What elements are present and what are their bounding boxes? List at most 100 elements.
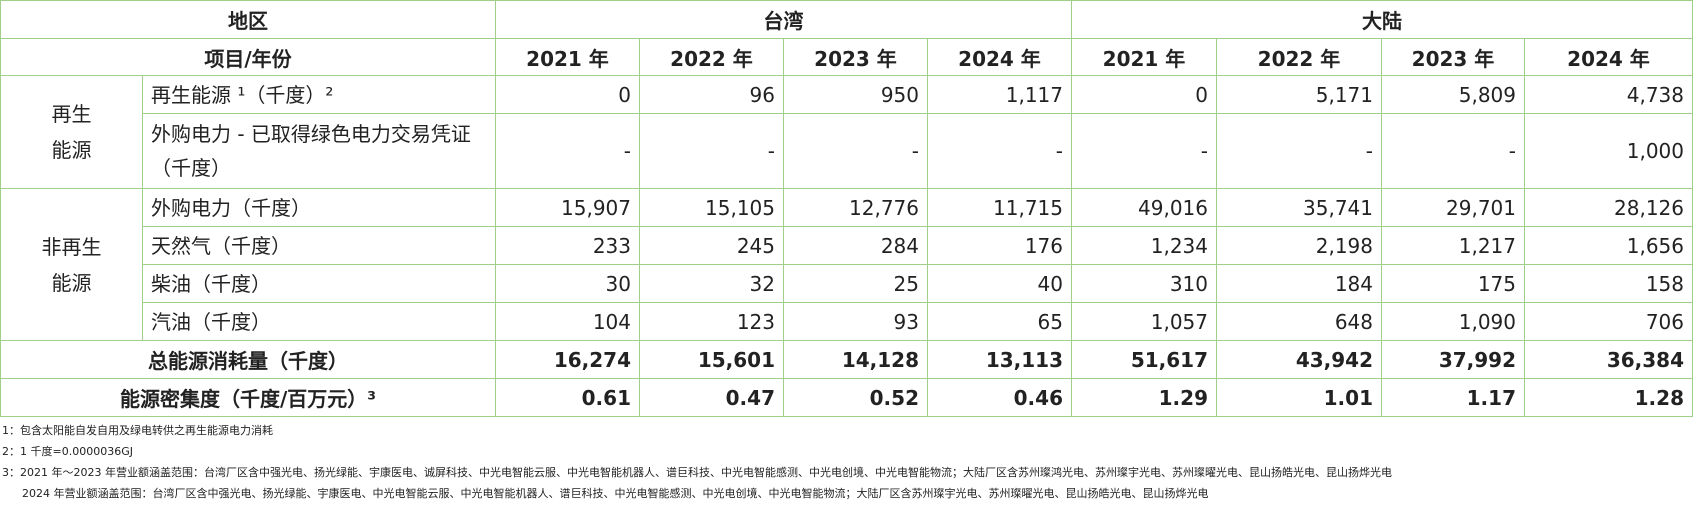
table-cell: 104: [495, 302, 640, 341]
table-cell: -: [1381, 113, 1525, 189]
year-header: 2024 年: [927, 38, 1072, 76]
category-nonrenewable: 非再生 能源: [0, 188, 143, 341]
table-cell: 284: [783, 226, 928, 265]
table-cell: 0: [495, 75, 640, 114]
table-cell: 175: [1381, 264, 1525, 303]
row-label: 能源密集度（千度/百万元）³: [0, 378, 496, 417]
table-cell: 1,656: [1524, 226, 1693, 265]
table-row: 非再生 能源 外购电力（千度） 15,907 15,105 12,776 11,…: [0, 188, 1693, 341]
table-cell: 1,090: [1381, 302, 1525, 341]
taiwan-header: 台湾: [495, 0, 1072, 39]
footnote: 1：包含太阳能自发自用及绿电转供之再生能源电力消耗: [2, 424, 273, 437]
item-year-header: 项目/年份: [0, 38, 496, 76]
table-row: 再生 能源 再生能源 ¹（千度）² 0 96 950 1,117 0 5,171…: [0, 75, 1693, 189]
intensity-row: 能源密集度（千度/百万元）³ 0.61 0.47 0.52 0.46 1.29 …: [0, 378, 1693, 417]
total-row: 总能源消耗量（千度） 16,274 15,601 14,128 13,113 5…: [0, 340, 1693, 379]
row-label: 汽油（千度）: [142, 302, 496, 341]
year-header: 2023 年: [1381, 38, 1525, 76]
mainland-header: 大陆: [1071, 0, 1693, 39]
table-cell: 1.01: [1216, 378, 1382, 417]
table-cell: 184: [1216, 264, 1382, 303]
table-row: 汽油（千度） 104 123 93 65 1,057 648 1,090 706: [1, 302, 1693, 341]
table-cell: 1.17: [1381, 378, 1525, 417]
region-header: 地区: [0, 0, 496, 39]
year-header: 2022 年: [1216, 38, 1382, 76]
table-cell: 32: [639, 264, 784, 303]
table-cell: -: [639, 113, 784, 189]
table-cell: 49,016: [1071, 188, 1217, 227]
table-cell: 0.52: [783, 378, 928, 417]
year-header: 2022 年: [639, 38, 784, 76]
table-cell: 12,776: [783, 188, 928, 227]
header-row-regions: 地区 台湾 大陆: [0, 0, 1693, 39]
table-cell: 37,992: [1381, 340, 1525, 379]
table-cell: 233: [495, 226, 640, 265]
table-cell: -: [1071, 113, 1217, 189]
year-header: 2024 年: [1524, 38, 1693, 76]
table-cell: 1,117: [927, 75, 1072, 114]
table-cell: 4,738: [1524, 75, 1693, 114]
table-cell: 5,171: [1216, 75, 1382, 114]
table-row: 柴油（千度） 30 32 25 40 310 184 175 158: [1, 264, 1693, 303]
table-cell: 1,000: [1524, 113, 1693, 189]
table-cell: 245: [639, 226, 784, 265]
table-cell: 14,128: [783, 340, 928, 379]
year-header: 2023 年: [783, 38, 928, 76]
table-cell: 16,274: [495, 340, 640, 379]
table-cell: 1.28: [1524, 378, 1693, 417]
table-cell: 158: [1524, 264, 1693, 303]
table-cell: 51,617: [1071, 340, 1217, 379]
energy-consumption-table: 地区 台湾 大陆 项目/年份 2021 年 2022 年 2023 年 2024…: [0, 0, 1693, 417]
table-cell: 706: [1524, 302, 1693, 341]
table-cell: 13,113: [927, 340, 1072, 379]
row-label: 外购电力（千度）: [142, 188, 496, 227]
table-cell: 28,126: [1524, 188, 1693, 227]
header-row-years: 项目/年份 2021 年 2022 年 2023 年 2024 年 2021 年…: [0, 38, 1693, 76]
table-cell: 36,384: [1524, 340, 1693, 379]
table-cell: 1.29: [1071, 378, 1217, 417]
footnote: 3：2021 年～2023 年营业额涵盖范围：台湾厂区含中强光电、扬光绿能、宇康…: [2, 466, 1392, 479]
table-cell: 950: [783, 75, 928, 114]
table-cell: 40: [927, 264, 1072, 303]
table-cell: -: [495, 113, 640, 189]
table-cell: 35,741: [1216, 188, 1382, 227]
footnotes: 1：包含太阳能自发自用及绿电转供之再生能源电力消耗 2：1 千度=0.00000…: [2, 420, 1392, 504]
table-cell: 29,701: [1381, 188, 1525, 227]
table-cell: 15,105: [639, 188, 784, 227]
table-cell: 310: [1071, 264, 1217, 303]
table-cell: 30: [495, 264, 640, 303]
footnote: 2：1 千度=0.0000036GJ: [2, 445, 133, 458]
table-cell: 0: [1071, 75, 1217, 114]
table-cell: 25: [783, 264, 928, 303]
row-label: 天然气（千度）: [142, 226, 496, 265]
table-cell: 15,601: [639, 340, 784, 379]
table-cell: -: [927, 113, 1072, 189]
table-cell: 2,198: [1216, 226, 1382, 265]
table-cell: 5,809: [1381, 75, 1525, 114]
table-cell: -: [1216, 113, 1382, 189]
table-cell: 11,715: [927, 188, 1072, 227]
table-cell: 93: [783, 302, 928, 341]
row-label: 再生能源 ¹（千度）²: [142, 75, 496, 114]
table-cell: 1,234: [1071, 226, 1217, 265]
category-renewable: 再生 能源: [0, 75, 143, 189]
table-cell: 176: [927, 226, 1072, 265]
table-cell: 123: [639, 302, 784, 341]
footnote: 2024 年营业额涵盖范围：台湾厂区含中强光电、扬光绿能、宇康医电、中光电智能云…: [22, 487, 1209, 500]
table-row: 外购电力 - 已取得绿色电力交易凭证（千度） - - - - - - - 1,0…: [1, 113, 1693, 189]
year-header: 2021 年: [495, 38, 640, 76]
table-cell: 15,907: [495, 188, 640, 227]
row-label: 柴油（千度）: [142, 264, 496, 303]
row-label: 总能源消耗量（千度）: [0, 340, 496, 379]
year-header: 2021 年: [1071, 38, 1217, 76]
row-label: 外购电力 - 已取得绿色电力交易凭证（千度）: [142, 113, 496, 189]
table-cell: 65: [927, 302, 1072, 341]
table-cell: 43,942: [1216, 340, 1382, 379]
table-cell: 96: [639, 75, 784, 114]
table-cell: 1,217: [1381, 226, 1525, 265]
table-cell: 648: [1216, 302, 1382, 341]
table-cell: 0.61: [495, 378, 640, 417]
table-row: 天然气（千度） 233 245 284 176 1,234 2,198 1,21…: [1, 226, 1693, 265]
table-cell: -: [783, 113, 928, 189]
table-cell: 0.47: [639, 378, 784, 417]
